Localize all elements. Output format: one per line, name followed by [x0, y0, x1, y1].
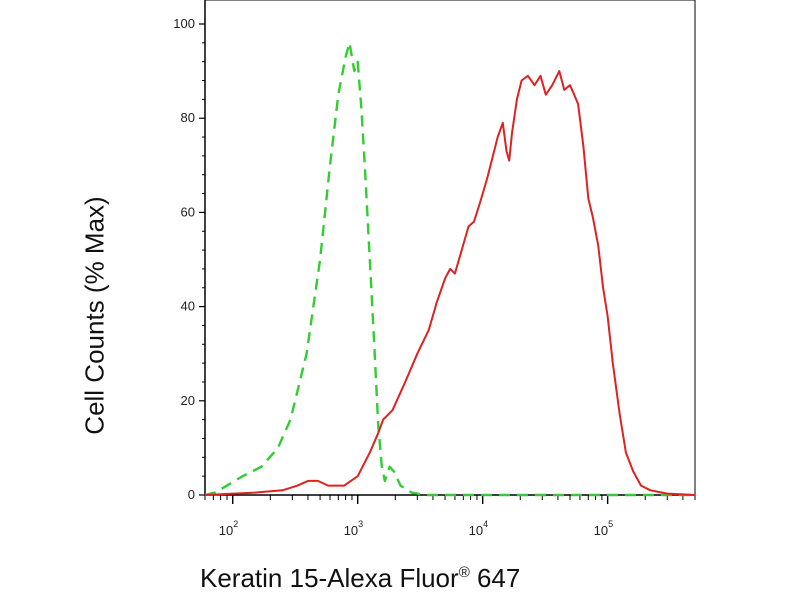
x-tick-base: 10	[469, 523, 483, 538]
x-tick-label: 104	[469, 519, 488, 538]
y-axis-label: Cell Counts (% Max)	[79, 196, 110, 435]
control-histogram-line	[204, 41, 695, 497]
y-tick-label: 20	[181, 393, 195, 408]
registered-mark: ®	[458, 564, 470, 581]
x-axis-label: Keratin 15-Alexa Fluor® 647	[200, 563, 520, 594]
x-tick-exponent: 3	[358, 519, 363, 529]
x-tick-label: 103	[344, 519, 363, 538]
y-tick-label: 60	[181, 204, 195, 219]
x-tick-base: 10	[594, 523, 608, 538]
x-tick-base: 10	[344, 523, 358, 538]
x-tick-base: 10	[219, 523, 233, 538]
x-axis-label-tail: 647	[469, 563, 521, 593]
x-axis-ticks: 102 103 104 105	[204, 495, 696, 538]
x-tick-exponent: 2	[233, 519, 238, 529]
x-axis-label-main: Keratin 15-Alexa Fluor	[200, 563, 459, 593]
x-tick-exponent: 5	[608, 519, 613, 529]
y-tick-label: 0	[188, 487, 195, 502]
x-tick-exponent: 4	[483, 519, 488, 529]
y-axis-ticks: 0 20 40 60 80 100	[173, 16, 205, 502]
y-tick-label: 100	[173, 16, 195, 31]
y-tick-label: 80	[181, 110, 195, 125]
x-tick-label: 105	[594, 519, 613, 538]
sample-histogram-line	[204, 70, 696, 496]
x-tick-label: 102	[219, 519, 238, 538]
y-tick-label: 40	[181, 299, 195, 314]
series-layer	[204, 41, 696, 497]
